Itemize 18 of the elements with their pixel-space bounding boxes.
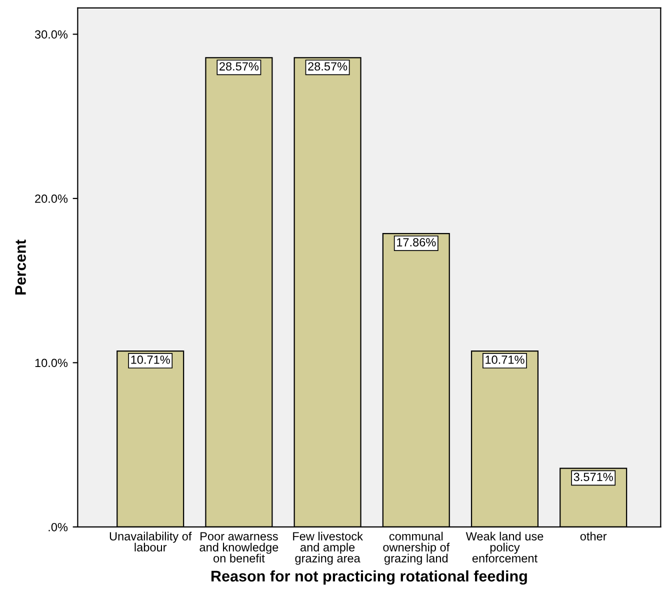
x-tick-label: Unavailability of labour bbox=[110, 532, 192, 552]
y-tick-label: 20.0% bbox=[35, 194, 68, 203]
x-axis-title: Reason for not practicing rotational feeding bbox=[211, 570, 527, 585]
data-label: 3.571% bbox=[574, 472, 613, 482]
x-tick-label: Weak land use policy enforcement bbox=[466, 532, 544, 562]
data-label: 17.86% bbox=[397, 238, 436, 246]
x-tick-label: Poor awarness and knowledge on benefit bbox=[200, 532, 278, 562]
data-label: 10.71% bbox=[131, 356, 170, 364]
y-axis-title: Percent bbox=[15, 240, 26, 294]
y-tick-label: 30.0% bbox=[34, 30, 68, 39]
data-label: 10.71% bbox=[486, 356, 524, 364]
y-tick-label: 10.0% bbox=[35, 358, 68, 368]
x-tick-label: Few livestock and ample grazing area bbox=[293, 532, 363, 565]
data-label: 28.57% bbox=[220, 62, 259, 71]
x-tick-label: communal ownership of grazing land bbox=[383, 532, 450, 565]
y-tick-label: .0% bbox=[48, 522, 68, 532]
x-tick-label: other bbox=[580, 532, 607, 540]
data-label: 28.57% bbox=[308, 62, 348, 71]
